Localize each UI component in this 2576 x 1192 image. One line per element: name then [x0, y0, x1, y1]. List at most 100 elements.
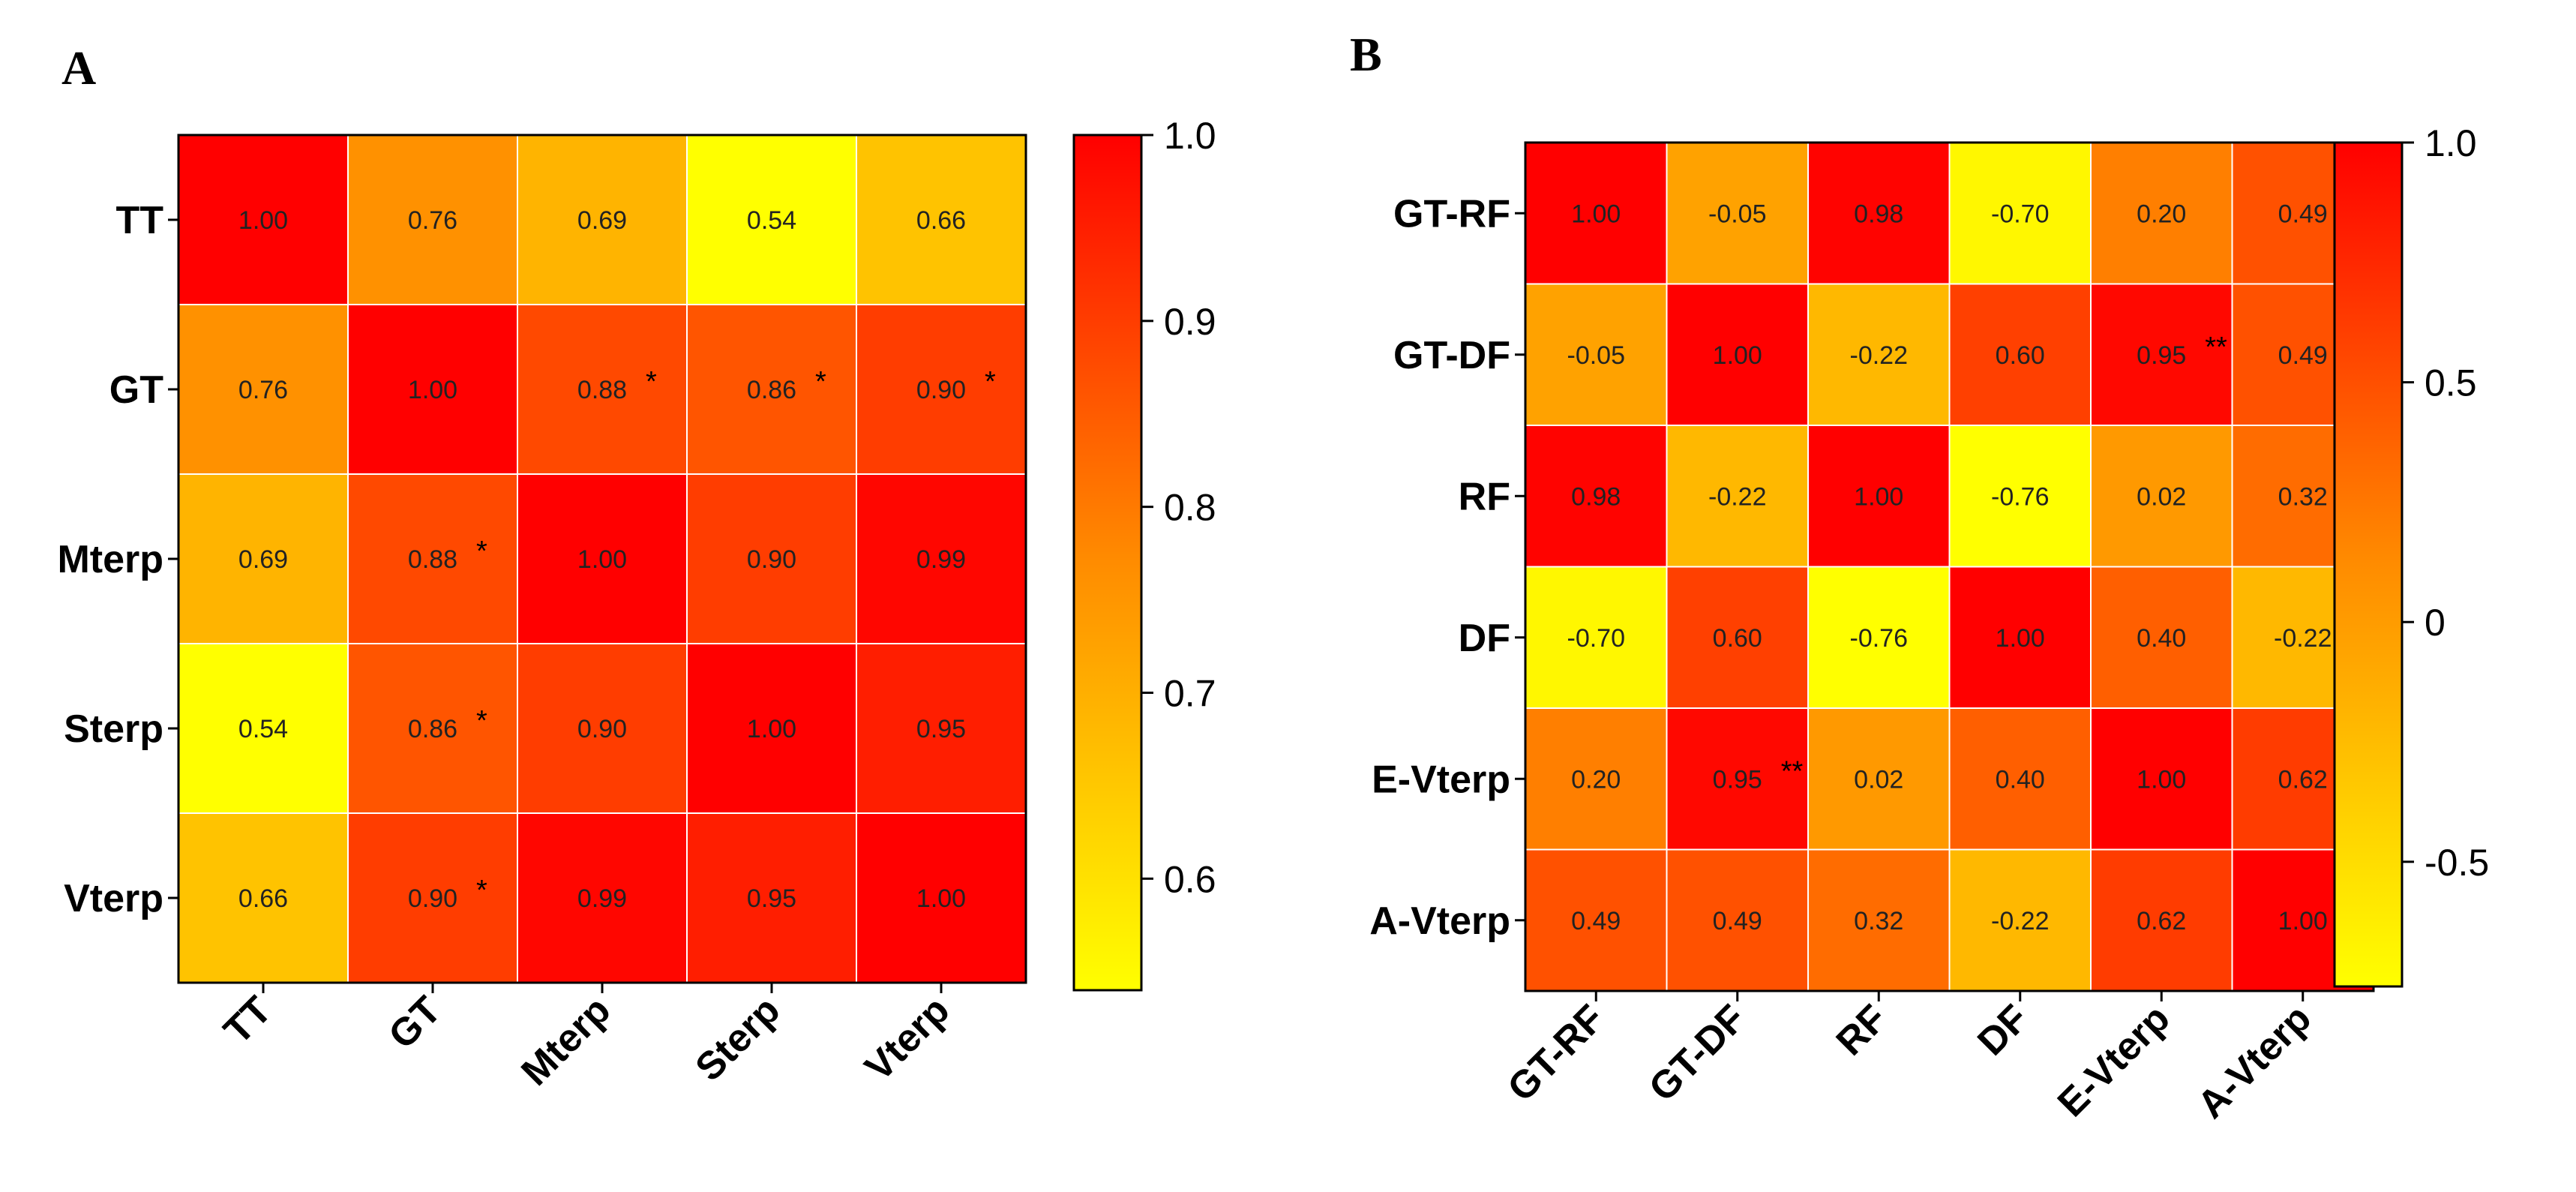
cell-value-label: 0.88 — [577, 376, 627, 404]
heatmap-cell — [1948, 566, 2092, 709]
colorbar — [1072, 134, 1143, 992]
cell-value-label: 0.95 — [1713, 765, 1762, 794]
cell-value-label: 0.60 — [1713, 624, 1762, 653]
heatmap-cell — [1525, 707, 1668, 851]
x-axis-label: TT — [216, 988, 280, 1052]
cell-value-label: 0.98 — [1854, 200, 1903, 228]
x-axis-label: RF — [1828, 996, 1896, 1064]
significance-marker: * — [476, 705, 487, 737]
heatmap-cell — [686, 473, 857, 644]
cell-value-label: -0.22 — [1850, 341, 1909, 370]
heatmap-cell — [1525, 848, 1668, 992]
cell-value-label: 0.90 — [916, 376, 966, 404]
x-axis-label: GT-DF — [1641, 996, 1754, 1109]
heatmap-cell — [347, 134, 518, 305]
cell-value-label: 0.95 — [747, 884, 796, 913]
cell-value-label: 0.66 — [916, 206, 966, 235]
cell-value-label: 0.66 — [238, 884, 288, 913]
cell-value-label: 0.20 — [1571, 765, 1621, 794]
cell-value-label: 0.90 — [408, 884, 457, 913]
y-axis-label: Vterp — [64, 877, 163, 920]
x-axis-label: A-Vterp — [2189, 996, 2320, 1127]
cell-value-label: 0.02 — [1854, 765, 1903, 794]
x-axis-label: GT — [380, 988, 449, 1057]
heatmap-cell — [2090, 707, 2233, 851]
cell-value-label: 0.90 — [577, 715, 627, 743]
cell-value-label: 1.00 — [747, 715, 796, 743]
y-axis-label: TT — [115, 199, 163, 242]
y-axis-label: GT-DF — [1393, 334, 1510, 377]
x-axis-label: Sterp — [687, 988, 788, 1089]
heatmap-cell — [1666, 566, 1809, 709]
y-axis-label: A-Vterp — [1369, 899, 1510, 943]
heatmap-cell — [1807, 707, 1951, 851]
heatmap-cell — [856, 473, 1027, 644]
cell-value-label: 0.49 — [1713, 907, 1762, 935]
heatmap-cell — [856, 304, 1027, 475]
cell-value-label: 0.32 — [2278, 482, 2328, 511]
heatmap-cell — [178, 304, 349, 475]
colorbar-tick-label: 0.8 — [1164, 487, 1216, 529]
significance-marker: ** — [1781, 755, 1804, 787]
cell-value-label: -0.76 — [1991, 482, 2050, 511]
significance-marker: * — [646, 366, 657, 398]
heatmap-cell — [517, 643, 688, 814]
x-axis-label: GT-RF — [1499, 996, 1612, 1109]
cell-value-label: 1.00 — [238, 206, 288, 235]
heatmap-cell — [517, 812, 688, 983]
cell-value-label: 1.00 — [408, 376, 457, 404]
colorbar — [2333, 141, 2404, 988]
cell-value-label: 1.00 — [1571, 200, 1621, 228]
significance-marker: * — [985, 366, 996, 398]
heatmap-cell — [686, 134, 857, 305]
cell-value-label: 0.60 — [1996, 341, 2045, 370]
cell-value-label: -0.70 — [1991, 200, 2050, 228]
x-axis-label: Vterp — [856, 988, 958, 1089]
heatmap-cell — [1525, 283, 1668, 426]
cell-value-label: 0.32 — [1854, 907, 1903, 935]
cell-value-label: 0.88 — [408, 545, 457, 574]
heatmap-cell — [856, 812, 1027, 983]
cell-value-label: -0.05 — [1708, 200, 1767, 228]
cell-value-label: 0.86 — [747, 376, 796, 404]
cell-value-label: 0.54 — [747, 206, 796, 235]
colorbar-tick-label: 1.0 — [2425, 122, 2477, 164]
heatmap-cell — [1948, 848, 2092, 992]
cell-value-label: 0.20 — [2137, 200, 2186, 228]
x-axis-label: DF — [1969, 996, 2037, 1064]
cell-value-label: -0.76 — [1850, 624, 1909, 653]
cell-value-label: 0.86 — [408, 715, 457, 743]
colorbar-tick-label: 0 — [2425, 602, 2446, 644]
cell-value-label: 0.95 — [916, 715, 966, 743]
heatmap-cell — [1666, 425, 1809, 568]
heatmap-cell — [1948, 425, 2092, 568]
cell-value-label: -0.22 — [1708, 482, 1767, 511]
cell-value-label: 1.00 — [577, 545, 627, 574]
cell-value-label: -0.22 — [1991, 907, 2050, 935]
cell-value-label: 0.98 — [1571, 482, 1621, 511]
cell-value-label: 1.00 — [2278, 907, 2328, 935]
y-axis-label: GT-RF — [1393, 192, 1510, 236]
heatmap-cell — [1525, 566, 1668, 709]
cell-value-label: -0.70 — [1567, 624, 1626, 653]
colorbar-tick-label: 0.9 — [1164, 301, 1216, 343]
heatmap-cell — [856, 643, 1027, 814]
x-axis-label: E-Vterp — [2050, 996, 2179, 1125]
cell-value-label: 0.99 — [916, 545, 966, 574]
cell-value-label: 0.49 — [2278, 341, 2328, 370]
heatmap-cell — [178, 134, 349, 305]
cell-value-label: 0.90 — [747, 545, 796, 574]
cell-value-label: 0.40 — [1996, 765, 2045, 794]
y-axis-label: GT — [109, 368, 163, 412]
y-axis-label: Mterp — [57, 538, 163, 581]
cell-value-label: 0.76 — [408, 206, 457, 235]
heatmap-cell — [1807, 848, 1951, 992]
heatmap-cell — [1807, 283, 1951, 426]
y-axis-label: Sterp — [64, 707, 163, 751]
y-axis-label: RF — [1459, 475, 1510, 518]
colorbar-tick-label: 0.7 — [1164, 672, 1216, 714]
cell-value-label: 0.02 — [2137, 482, 2186, 511]
heatmap-cell — [856, 134, 1027, 305]
panel-letter: B — [1350, 28, 1382, 81]
significance-marker: * — [476, 536, 487, 567]
